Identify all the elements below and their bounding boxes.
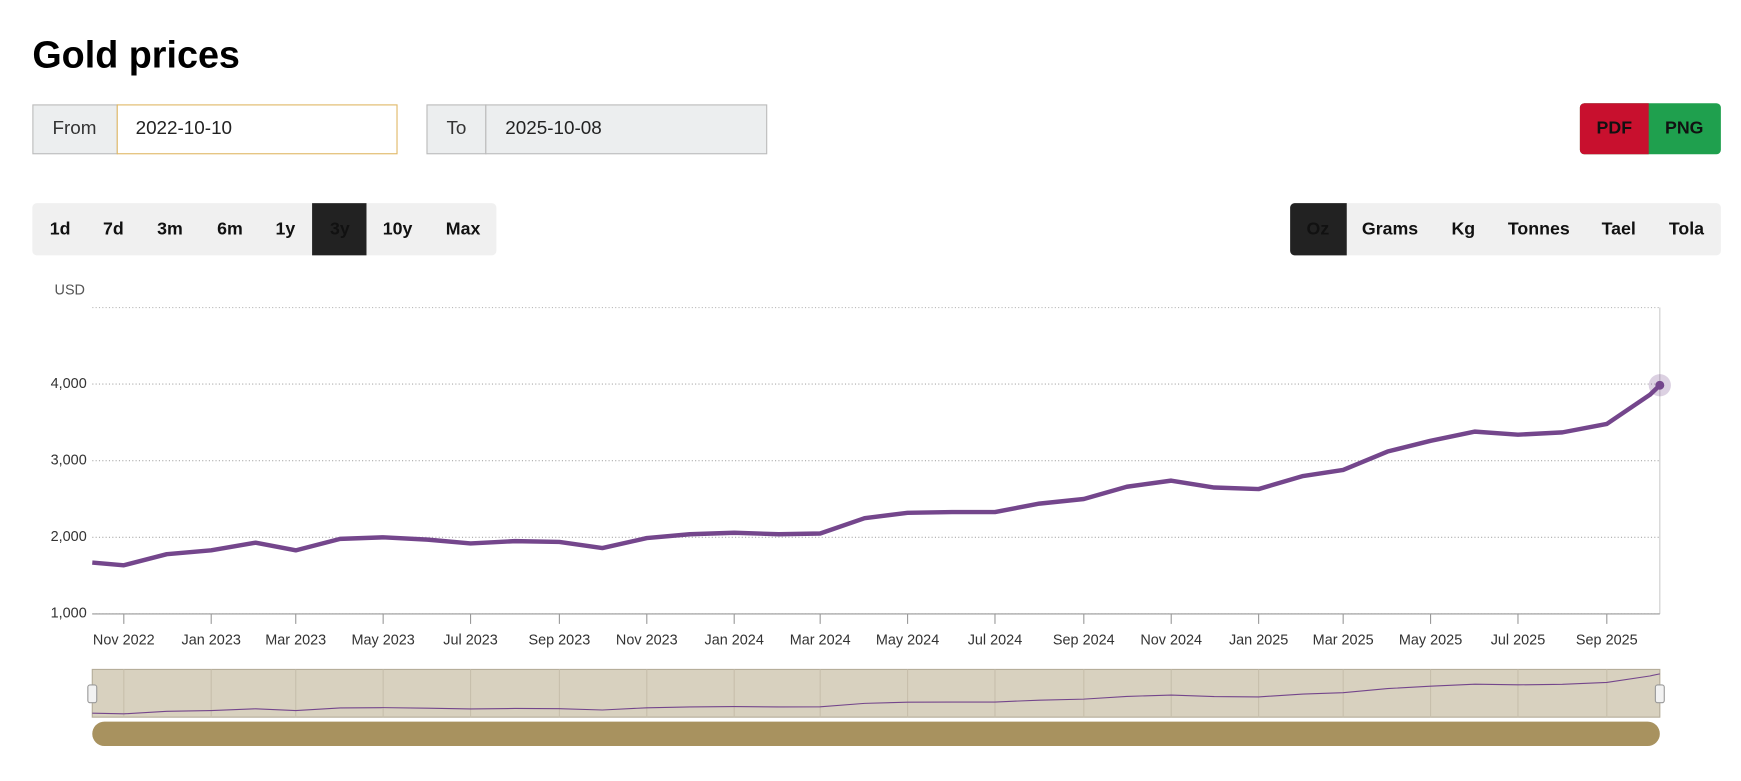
x-tick-label: Nov 2023 <box>616 632 678 648</box>
navigator-line <box>92 673 1660 715</box>
page-title: Gold prices <box>32 34 240 76</box>
x-tick-label: Jan 2025 <box>1229 632 1288 648</box>
unit-group <box>1290 203 1721 256</box>
to-input[interactable] <box>485 104 768 155</box>
x-tick-label: Jul 2023 <box>443 632 498 648</box>
navigator-handle[interactable] <box>87 684 98 704</box>
x-tick-label: Mar 2023 <box>265 632 326 648</box>
unit-active <box>1290 203 1347 256</box>
range-button[interactable]: 7d <box>103 218 124 238</box>
navigator[interactable] <box>91 668 1661 718</box>
unit-button[interactable]: Tael <box>1602 218 1636 238</box>
x-tick-label: Jul 2024 <box>968 632 1023 648</box>
y-tick-label: 2,000 <box>51 529 87 545</box>
x-tick-label: Mar 2024 <box>790 632 851 648</box>
range-button[interactable]: 10y <box>383 218 413 238</box>
pdf-button-bg[interactable] <box>1579 103 1649 155</box>
x-tick-label: Jul 2025 <box>1491 632 1546 648</box>
unit-button[interactable]: Oz <box>1307 218 1330 238</box>
to-label: To <box>446 117 466 138</box>
range-button[interactable]: 1y <box>276 218 296 238</box>
x-tick-label: Sep 2024 <box>1053 632 1115 648</box>
unit-button[interactable]: Tonnes <box>1508 218 1570 238</box>
range-button[interactable]: Max <box>446 218 481 238</box>
x-tick-label: Mar 2025 <box>1313 632 1374 648</box>
x-tick-label: Jan 2023 <box>182 632 241 648</box>
to-value: 2025-10-08 <box>505 117 601 138</box>
export-button[interactable]: PDF <box>1597 117 1633 137</box>
from-input[interactable] <box>116 104 398 155</box>
x-tick-label: Jan 2024 <box>705 632 764 648</box>
range-button[interactable]: 6m <box>217 218 243 238</box>
navigator-handle[interactable] <box>1654 684 1665 704</box>
from-value: 2022-10-10 <box>136 117 232 138</box>
unit-button[interactable]: Kg <box>1451 218 1475 238</box>
range-active <box>312 203 367 256</box>
range-button[interactable]: 1d <box>50 218 71 238</box>
range-button[interactable]: 3y <box>330 218 350 238</box>
y-tick-label: 3,000 <box>51 453 87 469</box>
y-tick-label: 4,000 <box>51 376 87 392</box>
unit-button[interactable]: Tola <box>1669 218 1704 238</box>
export-button[interactable]: PNG <box>1665 117 1703 137</box>
scrollbar[interactable] <box>92 721 1660 747</box>
range-button[interactable]: 3m <box>157 218 183 238</box>
y-axis-label: USD <box>55 283 85 299</box>
y-tick-label: 1,000 <box>51 606 87 622</box>
x-tick-label: May 2023 <box>351 632 414 648</box>
unit-button[interactable]: Grams <box>1362 218 1418 238</box>
range-group <box>32 203 497 256</box>
x-tick-label: Sep 2025 <box>1576 632 1638 648</box>
from-label-box <box>32 104 118 155</box>
x-tick-label: Nov 2024 <box>1140 632 1202 648</box>
x-tick-label: May 2025 <box>1399 632 1462 648</box>
x-tick-label: May 2024 <box>876 632 939 648</box>
price-line <box>92 383 1662 568</box>
end-point <box>1655 380 1665 390</box>
x-tick-label: Nov 2022 <box>93 632 155 648</box>
from-label: From <box>53 117 97 138</box>
to-label-box <box>426 104 487 155</box>
x-tick-label: Sep 2023 <box>529 632 591 648</box>
